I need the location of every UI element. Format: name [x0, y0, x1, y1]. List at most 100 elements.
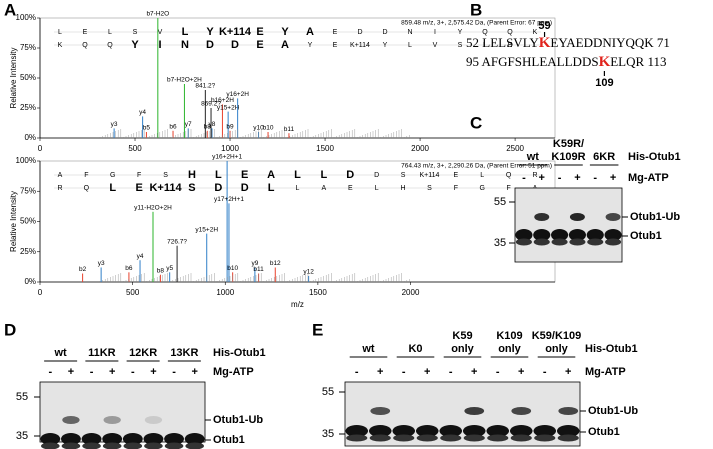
peak-label: y5 [166, 265, 173, 272]
modified-site: K [539, 35, 551, 51]
residue: D [346, 169, 354, 181]
residue: L [58, 29, 62, 36]
peak-label: b7-H2O+2H [167, 77, 202, 84]
x-tick-label: 500 [126, 288, 140, 297]
residue: E [333, 29, 338, 36]
residue: H [401, 185, 406, 192]
band-otub1-lower [557, 434, 579, 442]
band-otub1-lower [587, 238, 604, 246]
peak-label: b7-H2O [146, 11, 169, 18]
band-otub1-lower [144, 442, 163, 449]
band-otub1 [415, 425, 439, 437]
residue: E [256, 26, 263, 38]
sign: - [131, 366, 135, 378]
x-tick-label: 500 [128, 144, 142, 153]
peak-label: b8 [204, 124, 212, 131]
residue: K [58, 42, 63, 49]
y-axis-label: Relative Intensity [9, 191, 18, 252]
band-otub1-lower [123, 442, 143, 449]
residue-start: 52 [466, 35, 479, 50]
sign: - [558, 172, 562, 184]
group-label: 12KR [129, 347, 157, 359]
panel-label: A [4, 0, 16, 19]
band-otub1-ub [464, 407, 485, 415]
band-otub1-ub [605, 213, 621, 221]
residue: L [483, 42, 487, 49]
group-label: K59/K109 [532, 330, 582, 342]
band-otub1-lower [416, 434, 438, 442]
band-otub1 [551, 229, 569, 241]
sequence-part: ELQR [610, 54, 644, 69]
residue: F [506, 185, 510, 192]
residue: Y [383, 42, 388, 49]
band-otub1 [462, 425, 486, 437]
y-tick-label: 75% [20, 43, 36, 52]
peak-label: y8 [209, 121, 216, 128]
peak-label: b10 [227, 265, 238, 272]
peak-label: 841.2? [195, 83, 215, 90]
peak-label: b8 [157, 267, 165, 274]
band-otub1 [509, 425, 533, 437]
peak-label: y17+2H+1 [214, 196, 244, 203]
panel-label: E [312, 320, 323, 339]
band-otub1-ub [534, 213, 550, 221]
sign: + [377, 366, 383, 378]
sign: - [543, 366, 547, 378]
peak-label: y15+2H [195, 226, 218, 233]
sign: - [90, 366, 94, 378]
band-label: Otub1 [630, 230, 662, 242]
group-label: K59R/ [553, 138, 584, 150]
group-label: 13KR [170, 347, 198, 359]
peak-label: b11 [284, 126, 295, 133]
marker-label: 55 [322, 386, 334, 398]
sequence-part: AFGFSHLEALLDDS [482, 54, 599, 69]
peak-label: y9 [251, 260, 258, 267]
residue: A [267, 169, 275, 181]
band-label: Otub1 [213, 434, 245, 446]
peak-label: y15+2H [217, 104, 240, 111]
band-otub1-lower [393, 434, 415, 442]
band-otub1-ub [62, 416, 80, 424]
group-label: only [545, 343, 568, 355]
residue: Q [84, 185, 90, 192]
band-otub1 [345, 425, 369, 437]
peak-label: b10 [263, 125, 274, 132]
peak-label: y3 [111, 121, 118, 128]
residue: L [321, 169, 328, 181]
marker-label: 35 [16, 430, 28, 442]
residue: D [231, 39, 239, 51]
residue: S [188, 182, 195, 194]
residue: F [454, 185, 458, 192]
panel-label: B [470, 0, 482, 19]
band-otub1-lower [534, 434, 556, 442]
peak-label: y10 [253, 125, 264, 132]
x-tick-label: 1500 [309, 288, 327, 297]
band-otub1-lower [41, 442, 60, 449]
peak-label: y7 [185, 121, 192, 128]
residue: Q [482, 29, 488, 36]
residue: A [58, 172, 63, 179]
sign: + [565, 366, 571, 378]
marker-label: 35 [494, 237, 506, 249]
peak-label: 726.7? [167, 238, 187, 245]
y-tick-label: 75% [20, 186, 36, 195]
sign: + [471, 366, 477, 378]
residue: E [241, 169, 248, 181]
band-otub1-lower [569, 238, 586, 246]
band-otub1-ub [370, 407, 391, 415]
residue: K+114 [350, 42, 370, 49]
band-otub1 [556, 425, 580, 437]
site-label: 109 [595, 77, 613, 89]
band-otub1 [439, 425, 463, 437]
peak-label: 869.2? [201, 101, 221, 108]
residue: L [215, 169, 222, 181]
residue: Y [131, 39, 139, 51]
sign: - [593, 172, 597, 184]
spectrum-header: 859.48 m/z, 3+, 2,575.42 Da, (Parent Err… [401, 20, 552, 27]
sequence-part: EYAEDDNIYQQK [550, 35, 654, 50]
peak-label: y3 [98, 260, 105, 267]
site-label: 59 [538, 20, 550, 32]
residue: H [188, 169, 196, 181]
group-label: K0 [408, 343, 422, 355]
y-tick-label: 0% [24, 133, 36, 142]
